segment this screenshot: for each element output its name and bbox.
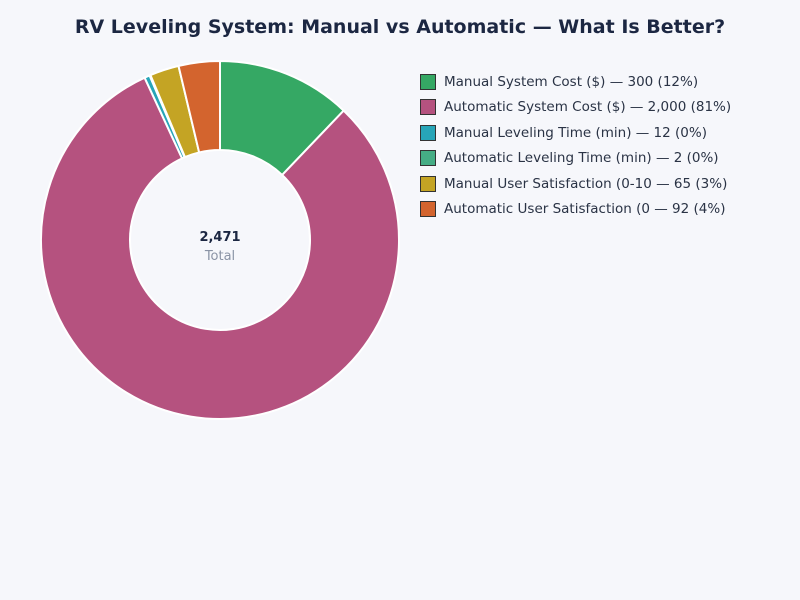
center-total-value: 2,471	[199, 230, 240, 245]
legend-label: Manual System Cost ($) — 300 (12%)	[444, 73, 699, 90]
legend-label: Manual User Satisfaction (0-10 — 65 (3%)	[444, 175, 728, 192]
legend-swatch	[420, 124, 436, 141]
legend-label: Automatic System Cost ($) — 2,000 (81%)	[444, 99, 732, 116]
chart-title: RV Leveling System: Manual vs Automatic …	[74, 16, 726, 38]
legend-item: Manual Leveling Time (min) — 12 (0%)	[420, 120, 731, 146]
center-total-label: Total	[204, 249, 235, 264]
legend-swatch	[420, 99, 436, 116]
legend-item: Manual User Satisfaction (0-10 — 65 (3%)	[420, 171, 731, 197]
legend: Manual System Cost ($) — 300 (12%) Automa…	[420, 69, 731, 222]
legend-label: Automatic Leveling Time (min) — 2 (0%)	[444, 150, 719, 167]
legend-item: Automatic User Satisfaction (0 — 92 (4%)	[420, 197, 731, 223]
legend-label: Manual Leveling Time (min) — 12 (0%)	[444, 124, 707, 141]
legend-swatch	[420, 73, 436, 90]
legend-item: Manual System Cost ($) — 300 (12%)	[420, 69, 731, 95]
legend-item: Automatic System Cost ($) — 2,000 (81%)	[420, 95, 731, 121]
legend-swatch	[420, 201, 436, 218]
donut-slice	[177, 59, 221, 154]
legend-label: Automatic User Satisfaction (0 — 92 (4%)	[444, 201, 726, 218]
donut-chart: 2,471 Total	[40, 59, 400, 420]
legend-item: Automatic Leveling Time (min) — 2 (0%)	[420, 146, 731, 172]
legend-swatch	[420, 150, 436, 167]
donut-slice	[40, 76, 400, 420]
legend-swatch	[420, 175, 436, 192]
